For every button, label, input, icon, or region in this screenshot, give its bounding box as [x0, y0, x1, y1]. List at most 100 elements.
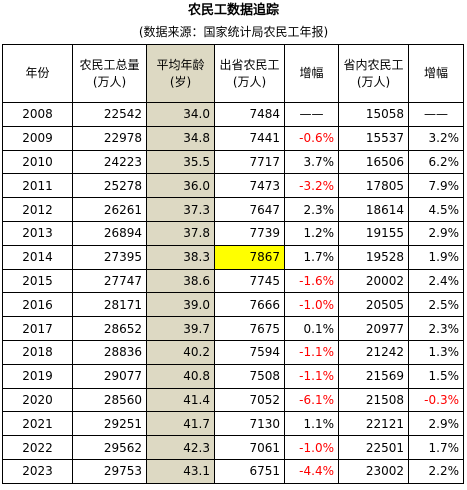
table-row: 2017 28652 39.7 7675 0.1% 20977 2.3% — [2, 316, 464, 341]
avg-age-cell: 40.2 — [146, 339, 215, 365]
table-row: 2012 26261 37.3 7647 2.3% 18614 4.5% — [2, 197, 464, 222]
out-growth-cell: 2.3% — [284, 197, 339, 222]
in-growth-cell: 2.9% — [408, 220, 464, 246]
out-province-cell: 7647 — [214, 197, 285, 222]
table-row: 2022 29562 42.3 7061 -1.0% 22501 1.7% — [2, 435, 464, 460]
out-province-cell: 7441 — [214, 125, 285, 151]
year-cell: 2010 — [2, 149, 73, 175]
out-growth-cell: 3.7% — [284, 149, 339, 175]
in-growth-cell: 2.5% — [408, 292, 464, 318]
year-cell: 2021 — [2, 411, 73, 437]
out-growth-cell: -1.0% — [284, 292, 339, 318]
year-cell: 2023 — [2, 458, 73, 484]
out-province-cell: 7130 — [214, 411, 285, 437]
total-cell: 26261 — [72, 197, 147, 222]
total-cell: 26894 — [72, 220, 147, 246]
year-cell: 2022 — [2, 435, 73, 460]
year-cell: 2020 — [2, 387, 73, 413]
data-source-note: (数据来源：国家统计局农民工年报) — [138, 25, 329, 39]
header-out-province: 出省农民工 (万人) — [214, 44, 285, 103]
in-province-cell: 19155 — [338, 220, 409, 246]
header-in-growth: 增幅 — [408, 44, 464, 103]
out-growth-cell: 1.1% — [284, 411, 339, 437]
in-province-cell: 22121 — [338, 411, 409, 437]
year-cell: 2017 — [2, 316, 73, 341]
in-province-cell: 23002 — [338, 458, 409, 484]
table-row: 2009 22978 34.8 7441 -0.6% 15537 3.2% — [2, 125, 464, 151]
year-cell: 2019 — [2, 363, 73, 389]
avg-age-cell: 41.4 — [146, 387, 215, 413]
in-growth-cell: 7.9% — [408, 173, 464, 199]
migrant-worker-table: 年份 农民工总量 (万人) 平均年龄 (岁) 出省农民工 (万人) 增幅 省内农民工(… — [2, 44, 464, 484]
avg-age-cell: 39.7 — [146, 316, 215, 341]
avg-age-cell: 43.1 — [146, 458, 215, 484]
in-province-cell: 17805 — [338, 173, 409, 199]
total-cell: 28836 — [72, 339, 147, 365]
out-province-cell: 7675 — [214, 316, 285, 341]
year-cell: 2008 — [2, 102, 73, 127]
in-province-cell: 21508 — [338, 387, 409, 413]
total-cell: 29077 — [72, 363, 147, 389]
table-title: 农民工数据追踪 — [187, 3, 279, 18]
in-province-cell: 21242 — [338, 339, 409, 365]
year-cell: 2009 — [2, 125, 73, 151]
year-cell: 2018 — [2, 339, 73, 365]
total-cell: 29251 — [72, 411, 147, 437]
table-row: 2015 27747 38.6 7745 -1.6% 20002 2.4% — [2, 268, 464, 294]
table-row: 2019 29077 40.8 7508 -1.1% 21569 1.5% — [2, 363, 464, 389]
avg-age-cell: 35.5 — [146, 149, 215, 175]
in-province-cell: 15537 — [338, 125, 409, 151]
out-province-cell: 6751 — [214, 458, 285, 484]
out-growth-cell: -1.6% — [284, 268, 339, 294]
in-growth-cell: 2.9% — [408, 411, 464, 437]
year-cell: 2015 — [2, 268, 73, 294]
table-row: 2020 28560 41.4 7052 -6.1% 21508 -0.3% — [2, 387, 464, 413]
table-row: 2011 25278 36.0 7473 -3.2% 17805 7.9% — [2, 173, 464, 199]
avg-age-cell: 41.7 — [146, 411, 215, 437]
total-cell: 29753 — [72, 458, 147, 484]
out-growth-cell: 0.1% — [284, 316, 339, 341]
year-cell: 2011 — [2, 173, 73, 199]
total-cell: 28652 — [72, 316, 147, 341]
out-province-cell: 7061 — [214, 435, 285, 460]
out-growth-cell: -1.0% — [284, 435, 339, 460]
out-province-cell: 7739 — [214, 220, 285, 246]
year-cell: 2016 — [2, 292, 73, 318]
total-cell: 22542 — [72, 102, 147, 127]
header-total: 农民工总量 (万人) — [72, 44, 147, 103]
in-province-cell: 15058 — [338, 102, 409, 127]
out-growth-cell: 1.2% — [284, 220, 339, 246]
out-growth-cell: -4.4% — [284, 458, 339, 484]
out-province-cell: 7745 — [214, 268, 285, 294]
in-province-cell: 20002 — [338, 268, 409, 294]
in-growth-cell: 1.7% — [408, 435, 464, 460]
avg-age-cell: 42.3 — [146, 435, 215, 460]
in-growth-cell: 1.9% — [408, 244, 464, 270]
out-province-cell: 7484 — [214, 102, 285, 127]
out-growth-cell: -3.2% — [284, 173, 339, 199]
out-province-cell: 7052 — [214, 387, 285, 413]
total-cell: 25278 — [72, 173, 147, 199]
total-cell: 28171 — [72, 292, 147, 318]
in-growth-cell: 2.2% — [408, 458, 464, 484]
in-growth-cell: 1.3% — [408, 339, 464, 365]
in-province-cell: 22501 — [338, 435, 409, 460]
in-province-cell: 16506 — [338, 149, 409, 175]
avg-age-cell: 37.8 — [146, 220, 215, 246]
total-cell: 22978 — [72, 125, 147, 151]
table-row: 2018 28836 40.2 7594 -1.1% 21242 1.3% — [2, 339, 464, 365]
in-growth-cell: 4.5% — [408, 197, 464, 222]
total-cell: 24223 — [72, 149, 147, 175]
out-growth-cell: -1.1% — [284, 339, 339, 365]
year-cell: 2014 — [2, 244, 73, 270]
header-avg-age: 平均年龄 (岁) — [146, 44, 215, 103]
avg-age-cell: 34.8 — [146, 125, 215, 151]
table-row: 2010 24223 35.5 7717 3.7% 16506 6.2% — [2, 149, 464, 175]
out-province-cell: 7594 — [214, 339, 285, 365]
avg-age-cell: 38.3 — [146, 244, 215, 270]
in-province-cell: 21569 — [338, 363, 409, 389]
out-growth-cell: —— — [284, 102, 339, 127]
out-province-cell: 7473 — [214, 173, 285, 199]
year-cell: 2012 — [2, 197, 73, 222]
header-row: 年份 农民工总量 (万人) 平均年龄 (岁) 出省农民工 (万人) 增幅 省内农民工(… — [2, 44, 464, 103]
